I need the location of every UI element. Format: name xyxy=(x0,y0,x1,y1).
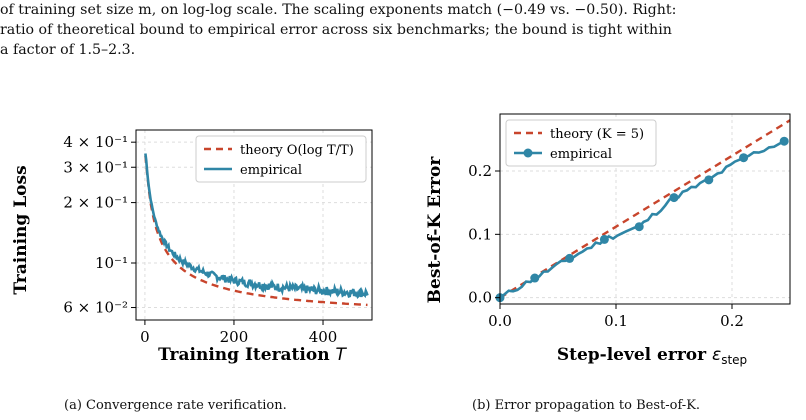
legend-a: theory O(log T/T) empirical xyxy=(195,135,367,183)
xlabel-a-var: T xyxy=(335,345,347,365)
empirical-marker xyxy=(739,153,749,163)
tick-label-x: 0.2 xyxy=(720,312,744,330)
tick-label-y: 10⁻¹ xyxy=(95,254,128,272)
caption-top: of training set size m, on log-log scale… xyxy=(0,0,806,60)
plot-frame-a xyxy=(135,129,373,321)
tick-label-x: 0.0 xyxy=(488,312,512,330)
subcaption-a: (a) Convergence rate verification. xyxy=(64,398,287,413)
subcaption-b: (b) Error propagation to Best-of-K. xyxy=(472,398,701,413)
xlabel-a: Training Iteration T xyxy=(158,345,347,365)
legend-b-empirical-label: empirical xyxy=(550,147,612,162)
legend-b-theory-label: theory (K = 5) xyxy=(550,127,644,142)
series-a xyxy=(144,153,369,307)
tick-label-y: 6 × 10⁻² xyxy=(63,299,128,317)
empirical-marker xyxy=(634,222,644,232)
xlabel-b-var: ε xyxy=(712,345,721,365)
tick-label-y: 2 × 10⁻¹ xyxy=(63,194,128,212)
ticks-a: 0 200 400 4 × 10⁻¹ 3 × 10⁻¹ 2 × 10⁻¹ 10⁻¹ 6 × 1… xyxy=(63,133,337,346)
tick-label-y: 0.2 xyxy=(468,162,492,180)
xlabel-a-text: Training Iteration xyxy=(158,345,335,365)
tick-label-x: 0.1 xyxy=(604,312,628,330)
tick-label-x: 200 xyxy=(220,328,249,346)
tick-label-x: 400 xyxy=(309,328,338,346)
xlabel-b-sub: step xyxy=(721,353,747,367)
legend-b-box xyxy=(505,119,657,167)
empirical-marker xyxy=(599,234,609,244)
empirical-line-a xyxy=(144,153,369,300)
legend-a-theory-label: theory O(log T/T) xyxy=(240,143,354,158)
empirical-marker xyxy=(565,253,575,263)
xlabel-b-text: Step-level error xyxy=(557,345,712,365)
tick-label-x: 0 xyxy=(140,328,150,346)
empirical-marker xyxy=(779,136,789,146)
ticks-b: 0.0 0.1 0.2 0.0 0.1 0.2 xyxy=(468,162,744,330)
legend-a-box xyxy=(195,135,367,183)
empirical-marker xyxy=(530,273,540,283)
plot-frame-b xyxy=(499,113,791,305)
tick-label-y: 3 × 10⁻¹ xyxy=(63,158,128,176)
xlabel-b: Step-level error εstep xyxy=(557,345,747,367)
empirical-marker xyxy=(669,193,679,203)
caption-line-2: ratio of theoretical bound to empirical … xyxy=(0,22,672,38)
theory-line-b xyxy=(499,119,791,299)
legend-b-empirical-marker xyxy=(523,148,533,158)
chart-error-propagation: 0.0 0.1 0.2 0.0 0.1 0.2 Step-level error εste… xyxy=(425,113,791,367)
legend-b: theory (K = 5) empirical xyxy=(505,119,657,167)
caption-line-3: a factor of 1.5–2.3. xyxy=(0,42,136,58)
caption-line-1: of training set size m, on log-log scale… xyxy=(0,2,677,18)
series-b xyxy=(495,119,791,303)
empirical-marker xyxy=(704,175,714,185)
ylabel-a: Training Loss xyxy=(11,165,31,294)
tick-label-y: 0.0 xyxy=(468,289,492,307)
ylabel-b: Best-of-K Error xyxy=(425,156,445,304)
chart-convergence: 0 200 400 4 × 10⁻¹ 3 × 10⁻¹ 2 × 10⁻¹ 10⁻¹ 6 × 1… xyxy=(11,129,373,365)
theory-line-a xyxy=(144,155,368,307)
legend-a-empirical-label: empirical xyxy=(240,163,302,178)
tick-label-y: 4 × 10⁻¹ xyxy=(63,133,128,151)
tick-label-y: 0.1 xyxy=(468,225,492,243)
